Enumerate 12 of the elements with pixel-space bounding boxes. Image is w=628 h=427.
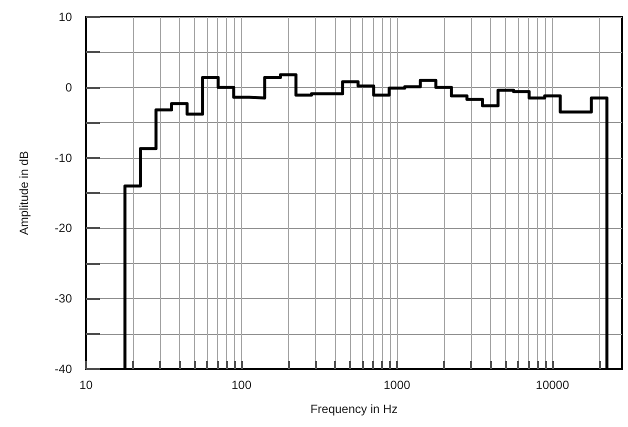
y-tick-label: -40 [54,362,72,376]
y-tick-label: -20 [54,221,72,236]
x-tick-label: 100 [231,378,252,392]
y-tick-label: -30 [54,292,72,306]
x-axis-title: Frequency in Hz [310,402,398,416]
x-tick-label: 1000 [384,378,411,392]
x-tick-label: 10000 [536,378,570,392]
y-tick-label: 0 [65,80,72,94]
y-axis-title: Amplitude in dB [17,150,31,236]
y-tick-label: -10 [54,150,72,165]
y-tick-label: 10 [58,10,72,24]
x-tick-label: 10 [79,378,93,392]
